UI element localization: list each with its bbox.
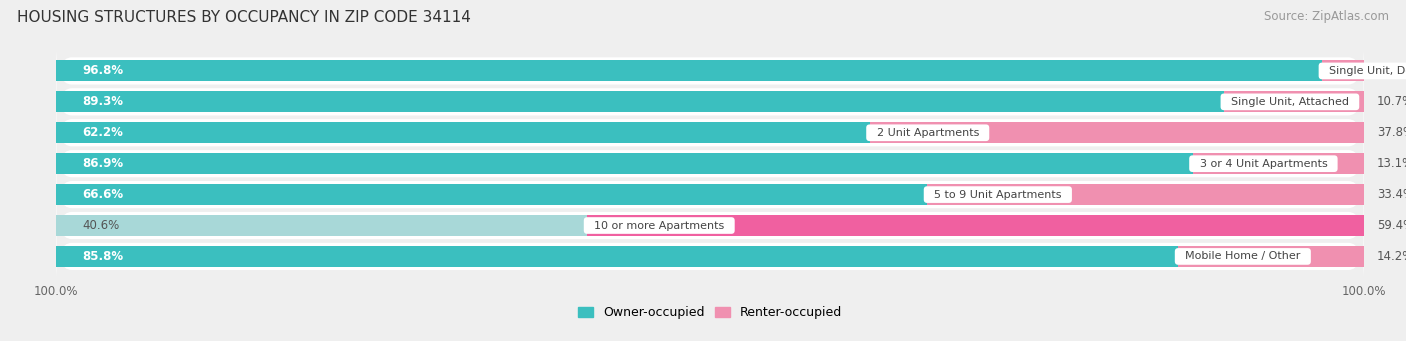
FancyBboxPatch shape [56,78,1364,125]
Text: 2 Unit Apartments: 2 Unit Apartments [869,128,986,138]
FancyBboxPatch shape [56,109,1364,156]
Bar [1192,153,1364,174]
Bar [56,91,1223,112]
Text: 96.8%: 96.8% [83,64,124,77]
Text: 40.6%: 40.6% [83,219,120,232]
Text: 5 to 9 Unit Apartments: 5 to 9 Unit Apartments [927,190,1069,199]
Text: Source: ZipAtlas.com: Source: ZipAtlas.com [1264,10,1389,23]
Bar [588,215,1364,236]
Text: 3 or 4 Unit Apartments: 3 or 4 Unit Apartments [1192,159,1334,169]
Text: 62.2%: 62.2% [83,126,124,139]
Bar [56,122,869,143]
FancyBboxPatch shape [56,47,1364,94]
FancyBboxPatch shape [56,171,1364,218]
Bar [1178,246,1364,267]
Text: 33.4%: 33.4% [1376,188,1406,201]
Text: Single Unit, Attached: Single Unit, Attached [1223,97,1355,107]
Text: 66.6%: 66.6% [83,188,124,201]
Text: 10.7%: 10.7% [1376,95,1406,108]
FancyBboxPatch shape [56,140,1364,187]
Text: Single Unit, Detached: Single Unit, Detached [1322,66,1406,76]
Legend: Owner-occupied, Renter-occupied: Owner-occupied, Renter-occupied [574,301,846,324]
Bar [56,215,588,236]
FancyBboxPatch shape [56,233,1364,280]
Text: HOUSING STRUCTURES BY OCCUPANCY IN ZIP CODE 34114: HOUSING STRUCTURES BY OCCUPANCY IN ZIP C… [17,10,471,25]
Bar [1223,91,1364,112]
Text: Mobile Home / Other: Mobile Home / Other [1178,251,1308,262]
Bar [56,246,1178,267]
Text: 89.3%: 89.3% [83,95,124,108]
Text: 59.4%: 59.4% [1376,219,1406,232]
Text: 85.8%: 85.8% [83,250,124,263]
Text: 86.9%: 86.9% [83,157,124,170]
Bar [56,184,927,205]
Text: 14.2%: 14.2% [1376,250,1406,263]
Text: 10 or more Apartments: 10 or more Apartments [588,221,731,231]
Text: 13.1%: 13.1% [1376,157,1406,170]
Text: 37.8%: 37.8% [1376,126,1406,139]
FancyBboxPatch shape [56,202,1364,249]
Bar [927,184,1364,205]
Text: 3.3%: 3.3% [1378,64,1406,77]
Bar [56,60,1322,81]
Bar [56,153,1192,174]
Bar [1322,60,1365,81]
Bar [869,122,1364,143]
